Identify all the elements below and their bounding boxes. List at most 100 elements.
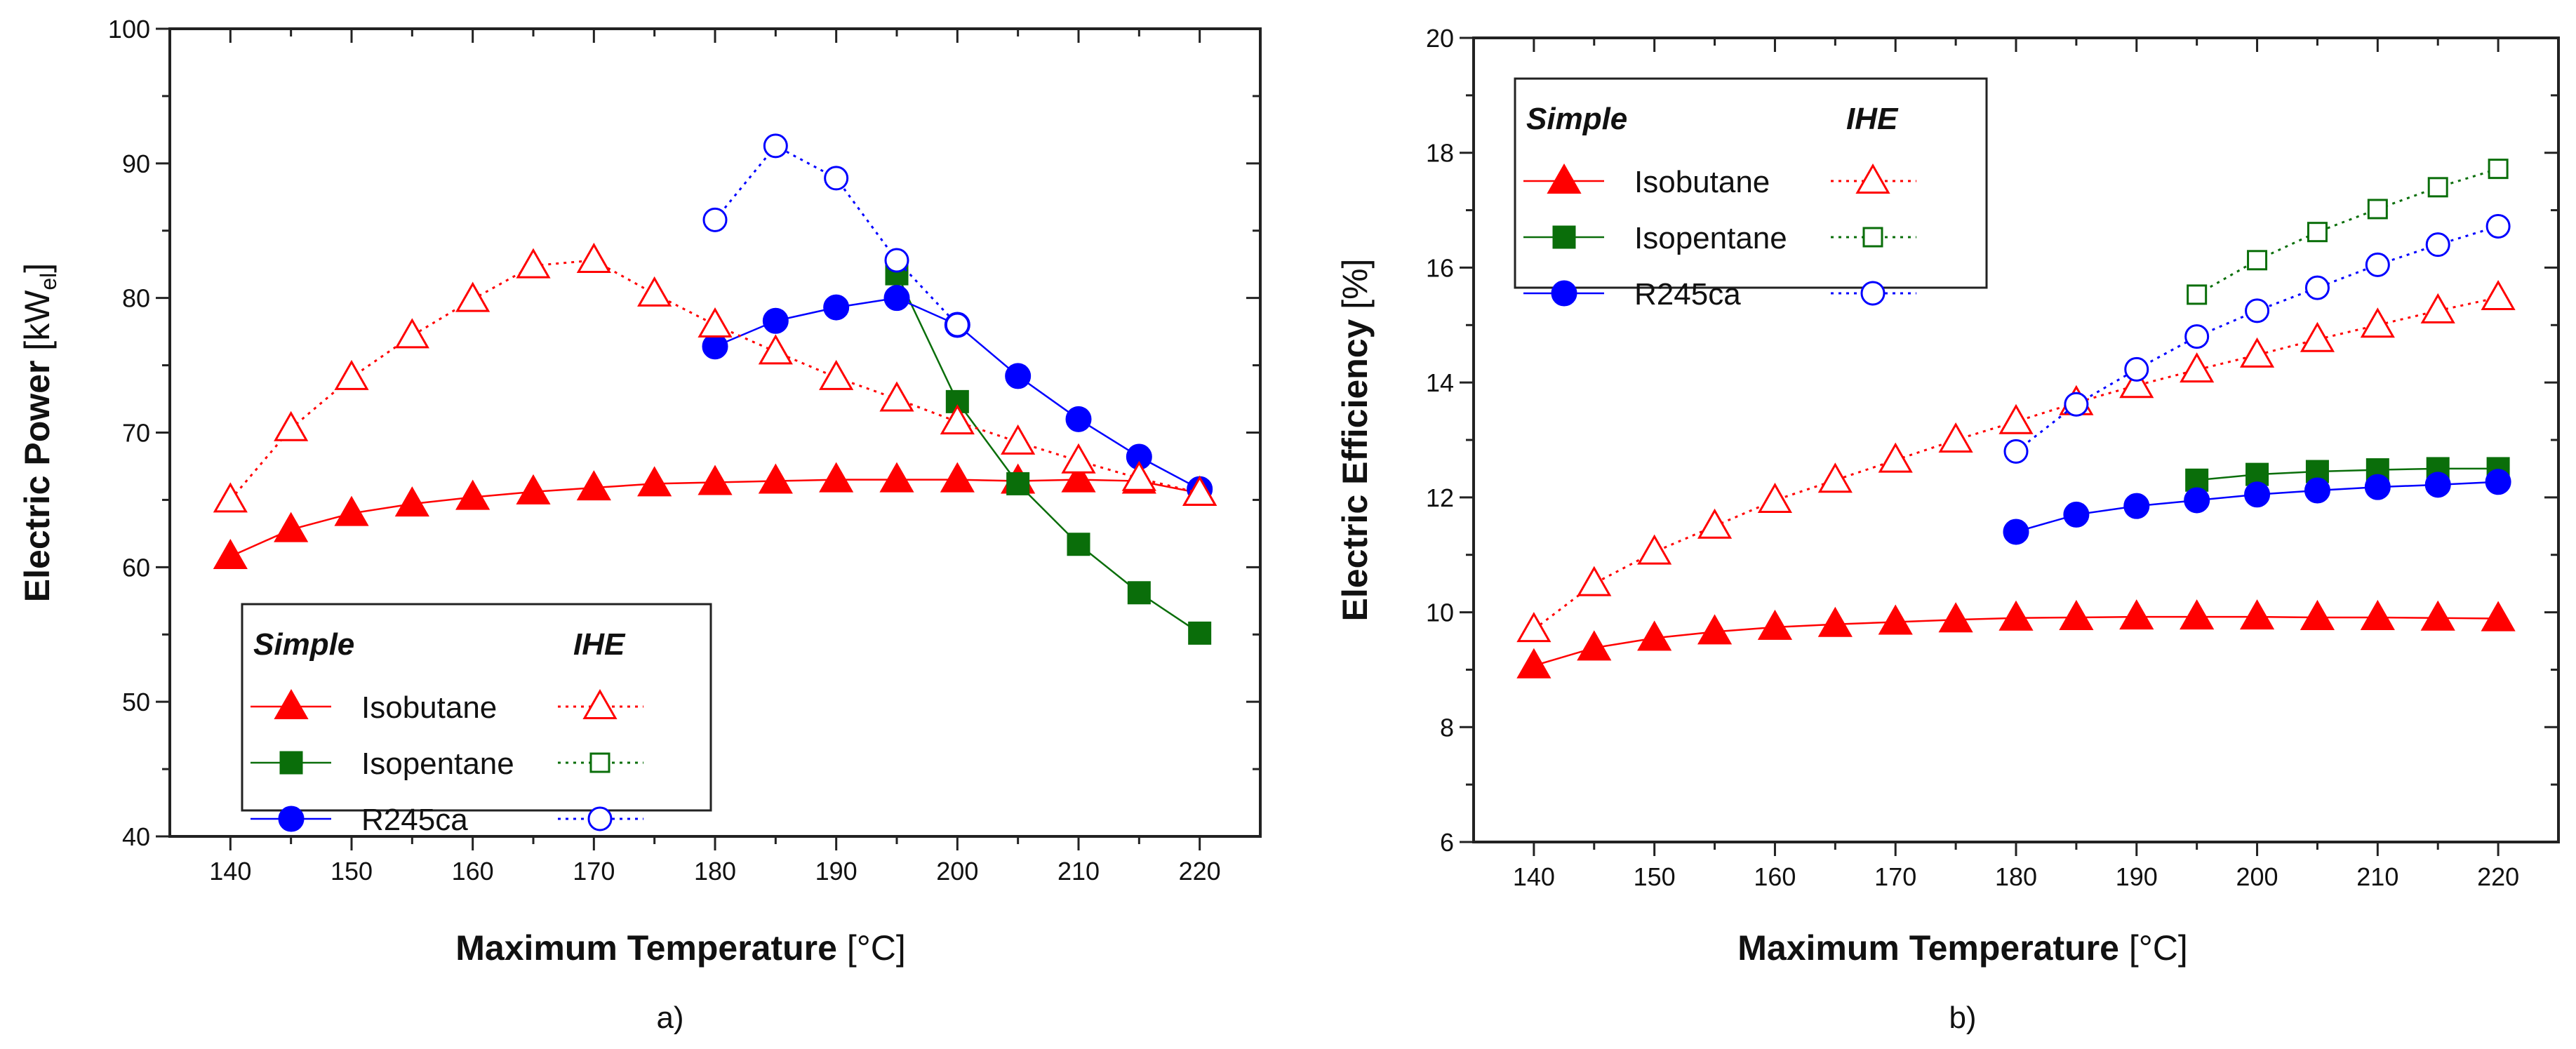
y-tick-label: 100 <box>108 15 150 44</box>
data-point <box>2307 222 2328 243</box>
data-point <box>1938 422 1973 453</box>
data-point <box>1637 534 1672 565</box>
series-isobutane-simple <box>1516 599 2516 679</box>
legend-marker-simple <box>279 751 303 775</box>
data-point <box>2064 392 2089 417</box>
data-point <box>2420 293 2455 323</box>
panel-label: b) <box>1949 1001 1976 1035</box>
data-point <box>2304 275 2330 300</box>
data-point <box>884 248 909 273</box>
data-point <box>2184 487 2210 514</box>
legend-label: R245ca <box>361 803 468 837</box>
data-point <box>2239 337 2275 368</box>
data-point <box>2360 599 2395 630</box>
data-point <box>2424 472 2451 498</box>
data-point <box>1061 443 1096 474</box>
data-point <box>1697 508 1733 539</box>
legend-box <box>1514 77 1988 289</box>
data-point <box>883 285 910 312</box>
data-point <box>2360 307 2395 338</box>
panel-label: a) <box>656 1001 683 1035</box>
series-isobutane-ihe <box>1516 279 2516 643</box>
data-point <box>576 242 611 273</box>
x-tick-label: 210 <box>1057 857 1100 886</box>
data-point <box>698 465 733 495</box>
y-tick-label: 90 <box>122 149 150 178</box>
data-point <box>334 359 369 390</box>
data-point <box>274 512 309 542</box>
y-tick-label: 8 <box>1440 713 1454 742</box>
data-point <box>2304 477 2330 504</box>
data-point <box>702 333 728 360</box>
chart-b: 140 150 160 170 180 190 200 210 220 6 8 10 12 14 16 18 2… <box>1335 24 2560 1035</box>
legend-marker-simple <box>1551 280 1577 307</box>
data-point <box>1121 460 1156 491</box>
y-tick-label: 14 <box>1426 368 1454 397</box>
x-tick-label: 190 <box>815 857 857 886</box>
data-point <box>2485 213 2511 239</box>
series-line <box>2196 168 2499 296</box>
data-point <box>1005 363 1032 389</box>
data-point <box>274 410 309 441</box>
data-point <box>2239 599 2275 630</box>
data-point <box>1637 620 1672 651</box>
data-point <box>1516 612 1551 643</box>
legend-label: Isobutane <box>1634 165 1770 199</box>
series-line <box>1533 296 2499 631</box>
data-point <box>758 334 793 365</box>
y-tick-label: 16 <box>1426 253 1454 282</box>
series-r245ca-ihe <box>2003 213 2511 464</box>
data-point <box>213 538 248 569</box>
data-point <box>2187 284 2208 305</box>
data-point <box>2488 159 2509 180</box>
x-tick-label: 220 <box>1179 857 1221 886</box>
legend-header-ihe: IHE <box>1846 102 1899 136</box>
data-point <box>455 479 490 510</box>
series-r245ca-ihe <box>702 133 970 338</box>
x-axis-title: Maximum Temperature [°C] <box>1737 928 2187 968</box>
data-point <box>940 404 975 435</box>
y-tick-label: 10 <box>1426 599 1454 627</box>
x-tick-label: 170 <box>573 857 615 886</box>
series-line <box>2196 467 2499 481</box>
y-tick-label: 60 <box>122 553 150 582</box>
data-point <box>2119 599 2154 630</box>
data-point <box>1878 442 1913 473</box>
data-point <box>2365 252 2390 277</box>
data-point <box>2364 474 2391 500</box>
data-point <box>2063 501 2090 528</box>
data-point <box>2427 177 2448 198</box>
y-tick-label: 40 <box>122 822 150 851</box>
data-point <box>2300 599 2335 630</box>
x-tick-label: 160 <box>452 857 494 886</box>
data-point <box>1577 630 1612 661</box>
legend-marker-simple <box>278 806 305 832</box>
y-axis-title: Electric Power [kWel] <box>18 263 61 602</box>
data-point <box>637 276 672 307</box>
data-point <box>940 462 975 493</box>
data-point <box>2059 599 2094 630</box>
series-isopentane-simple <box>885 262 1212 645</box>
data-point <box>1061 462 1096 493</box>
data-point <box>2180 352 2215 383</box>
data-point <box>1006 472 1030 495</box>
data-point <box>1001 424 1036 455</box>
data-point <box>394 486 429 517</box>
legend-marker-ihe <box>1862 227 1883 248</box>
y-tick-label: 20 <box>1426 24 1454 53</box>
legend-marker-ihe <box>1855 163 1890 194</box>
series-isopentane-simple <box>2185 457 2510 492</box>
data-point <box>455 281 490 312</box>
data-point <box>1182 475 1217 506</box>
legend-marker-ihe <box>582 688 618 719</box>
data-point <box>819 359 854 390</box>
data-point <box>2245 298 2270 323</box>
x-tick-label: 140 <box>1513 862 1555 891</box>
data-point <box>1577 566 1612 596</box>
x-tick-label: 190 <box>2116 862 2158 891</box>
data-point <box>879 381 914 412</box>
data-point <box>516 474 551 505</box>
x-axis-title: Maximum Temperature [°C] <box>455 928 905 968</box>
x-tick-label: 220 <box>2477 862 2519 891</box>
